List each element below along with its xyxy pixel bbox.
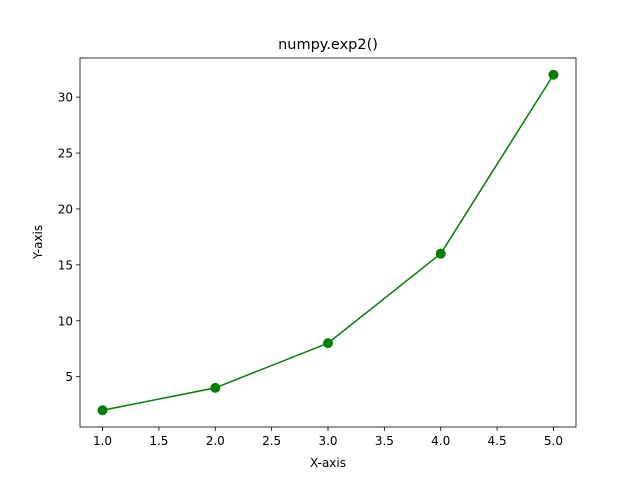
x-tick-label-2: 2.0 [206, 434, 225, 448]
y-axis-label: Y-axis [31, 225, 45, 260]
y-tick-label-5: 30 [58, 91, 73, 105]
x-tick-label-3: 2.5 [262, 434, 281, 448]
data-point-0-3 [435, 248, 446, 259]
y-tick-label-0: 5 [65, 370, 73, 384]
x-tick-label-5: 3.5 [375, 434, 394, 448]
data-point-0-0 [97, 405, 108, 416]
chart-title: numpy.exp2() [278, 37, 378, 53]
x-tick-label-4: 3.0 [318, 434, 337, 448]
x-tick-label-6: 4.0 [431, 434, 450, 448]
y-tick-label-3: 20 [58, 202, 73, 216]
plot-layer: 1.0 1.5 2.0 2.5 3.0 3.5 4.0 4.5 5.0 5 10 15 20 25 30 [58, 57, 577, 448]
y-tick-label-4: 25 [58, 147, 73, 161]
data-point-0-1 [210, 382, 221, 393]
y-tick-label-1: 10 [58, 314, 73, 328]
data-point-0-2 [323, 338, 333, 349]
x-axis-label: X-axis [310, 456, 346, 470]
data-point-0-4 [548, 69, 559, 80]
x-tick-label-1: 1.5 [149, 434, 168, 448]
y-tick-label-2: 15 [58, 258, 73, 272]
x-tick-label-0: 1.0 [93, 434, 112, 448]
x-tick-label-8: 5.0 [544, 434, 563, 448]
x-tick-label-7: 4.5 [488, 434, 507, 448]
